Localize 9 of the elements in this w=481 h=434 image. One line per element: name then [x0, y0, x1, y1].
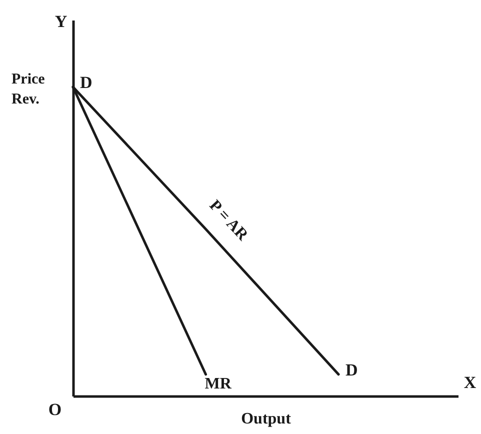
y-axis-title: Price Rev. — [12, 72, 46, 108]
text: Y — [54, 12, 68, 31]
text: P = AR — [206, 197, 252, 244]
series-label: MR — [204, 375, 232, 392]
annotation: D — [80, 73, 92, 92]
x-axis-title: Output — [241, 410, 292, 428]
text: X — [464, 373, 477, 392]
annotation: D — [346, 360, 358, 380]
text: O — [48, 400, 62, 419]
